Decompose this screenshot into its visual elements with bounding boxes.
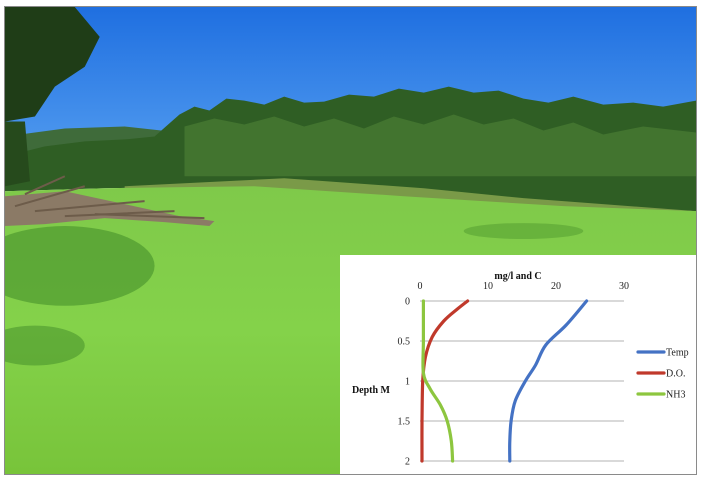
legend: Temp D.O. NH3 — [636, 348, 689, 401]
x-tick-label: 0 — [418, 281, 423, 292]
shadow-right — [463, 223, 584, 240]
series-line-nh3 — [421, 299, 455, 463]
series-line-d-o — [420, 299, 470, 463]
gridlines — [420, 300, 624, 462]
tree-highlights — [184, 114, 696, 177]
tree-top-left — [5, 7, 100, 122]
y-tick-label: 0.5 — [398, 337, 411, 348]
figure-frame: mg/l and C Depth M 0 0.5 1 1.5 2 0 10 20 30 Tem… — [4, 6, 697, 475]
y-tick-labels: 0 0.5 1 1.5 2 — [398, 297, 411, 468]
y-tick-label: 1.5 — [398, 417, 411, 428]
fallen-branches — [14, 175, 205, 220]
x-tick-label: 10 — [483, 281, 493, 292]
y-tick-label: 2 — [405, 457, 410, 468]
x-tick-label: 30 — [619, 281, 629, 292]
legend-label: NH3 — [666, 390, 685, 401]
y-tick-label: 1 — [405, 377, 410, 388]
y-tick-label: 0 — [405, 297, 410, 308]
x-tick-label: 20 — [551, 281, 561, 292]
shadow-left-lower — [5, 325, 85, 366]
chart-inset: mg/l and C Depth M 0 0.5 1 1.5 2 0 10 20 30 Tem… — [340, 255, 696, 474]
x-axis-title: mg/l and C — [494, 271, 541, 282]
shadow-left — [5, 226, 155, 306]
legend-label: D.O. — [666, 369, 685, 380]
series-line-temp — [508, 299, 589, 463]
tree-left-trunk — [5, 121, 30, 187]
series-lines — [420, 299, 589, 463]
depth-profile-chart: mg/l and C Depth M 0 0.5 1 1.5 2 0 10 20 30 Tem… — [352, 271, 689, 468]
legend-label: Temp — [666, 348, 689, 359]
x-tick-labels: 0 10 20 30 — [418, 281, 630, 292]
y-axis-title: Depth M — [352, 385, 391, 396]
